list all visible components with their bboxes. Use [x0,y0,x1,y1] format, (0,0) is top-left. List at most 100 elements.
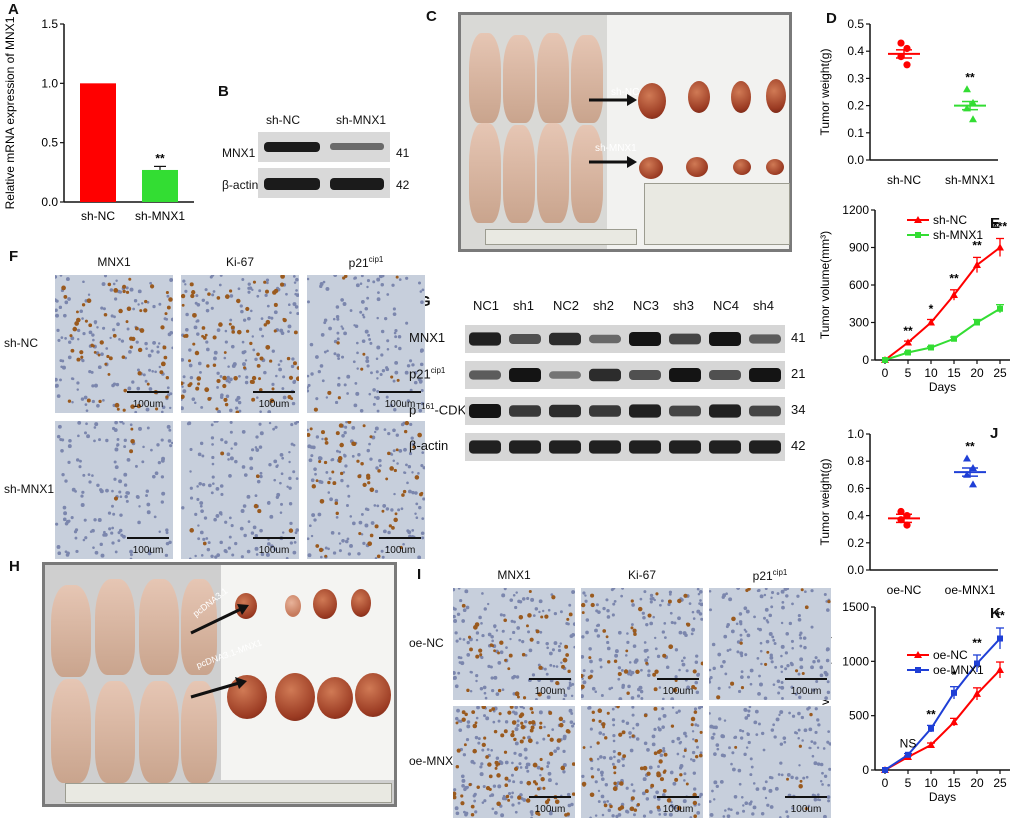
nucleus [93,320,98,324]
nucleus [494,811,498,815]
nucleus [360,533,364,536]
nucleus [337,376,341,380]
nucleus [671,739,675,744]
nucleus [267,315,271,320]
nucleus [375,357,379,361]
stained-nucleus [539,757,543,762]
nucleus [690,632,694,636]
stained-nucleus [551,595,556,600]
stained-nucleus [136,403,142,409]
nucleus [228,516,232,520]
stained-nucleus [469,647,473,652]
nucleus [555,665,559,668]
nucleus [562,719,566,724]
nucleus [470,759,475,764]
nucleus [813,761,818,766]
stained-nucleus [798,784,803,789]
nucleus [313,467,317,471]
nucleus [558,644,561,648]
nucleus [755,733,759,737]
nucleus [156,345,160,349]
nucleus [479,687,484,691]
stained-nucleus [601,722,606,727]
stained-nucleus [619,781,624,786]
stained-nucleus [196,376,202,381]
blot-band [629,440,661,454]
nucleus [114,421,118,425]
stained-nucleus [320,430,326,435]
nucleus [188,557,192,559]
nucleus [351,521,356,526]
y-tick-label: 0.4 [847,44,864,58]
nucleus [739,633,743,637]
nucleus [259,528,263,533]
nucleus [342,302,347,306]
nucleus [771,635,775,639]
tumor [686,157,708,177]
nucleus [182,279,186,283]
stained-nucleus [362,424,366,428]
stained-nucleus [522,696,527,700]
nucleus [746,675,751,679]
nucleus [57,551,62,556]
nucleus [605,598,609,602]
nucleus [372,402,376,406]
scale-label: 100um [133,545,164,556]
nucleus [64,300,69,305]
nucleus [644,658,649,663]
nucleus [258,422,262,426]
stained-nucleus [607,660,611,664]
nucleus [819,673,824,678]
nucleus [356,351,359,355]
nucleus [630,696,635,700]
nucleus [378,464,382,468]
stained-nucleus [562,657,568,663]
stained-nucleus [716,695,721,700]
nucleus [816,798,820,801]
nucleus [123,438,127,443]
stained-nucleus [223,351,227,354]
nucleus [71,487,76,492]
data-point [905,751,911,758]
nucleus [381,555,385,559]
nucleus [358,520,363,525]
nucleus [127,386,132,391]
stained-nucleus [367,541,373,547]
nucleus [770,605,774,609]
nucleus [405,276,409,280]
nucleus [215,513,220,518]
nucleus [524,720,528,724]
nucleus [61,365,66,370]
stained-nucleus [498,712,502,716]
stained-nucleus [104,362,108,366]
stained-nucleus [612,765,617,770]
nucleus [741,729,745,733]
stained-nucleus [798,744,802,748]
nucleus [715,784,719,789]
stained-nucleus [288,528,294,533]
nucleus [475,716,479,720]
nucleus [307,553,312,558]
nucleus [475,638,479,642]
nucleus [368,392,372,396]
nucleus [244,380,249,385]
x-tick-label: 15 [947,366,961,380]
nucleus [724,672,728,676]
nucleus [80,397,85,401]
stained-nucleus [327,390,332,395]
nucleus [107,511,112,515]
tumor [766,159,784,175]
nucleus [514,605,518,610]
blot-g-strip [465,325,785,353]
nucleus [730,762,733,766]
nucleus [352,360,356,364]
stained-nucleus [67,399,72,403]
nucleus [170,441,173,445]
nucleus [774,786,779,791]
nucleus [780,621,784,625]
nucleus [547,778,552,783]
nucleus [168,428,172,432]
stained-nucleus [685,622,689,626]
stained-nucleus [106,354,110,359]
stained-nucleus [602,725,605,729]
